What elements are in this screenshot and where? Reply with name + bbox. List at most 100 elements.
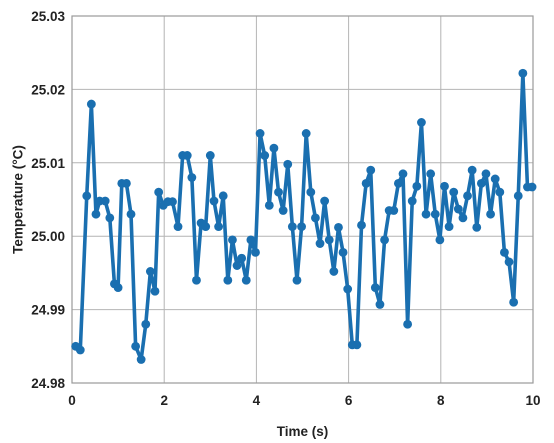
data-point (201, 222, 211, 232)
temperature-series-line (73, 71, 534, 362)
data-point (187, 173, 197, 182)
data-point (105, 213, 115, 223)
y-axis-ticks: 24.98 24.99 25.00 25.01 25.02 25.03 (31, 9, 65, 391)
data-point (324, 235, 334, 245)
data-point (486, 209, 495, 219)
x-tick-label: 6 (345, 393, 353, 408)
data-point (311, 213, 320, 223)
data-point (246, 235, 256, 245)
x-tick-label: 2 (160, 393, 168, 408)
data-point (287, 222, 297, 232)
data-point (518, 68, 528, 78)
y-tick-label: 24.98 (31, 376, 65, 391)
y-tick-label: 25.00 (31, 229, 65, 244)
data-point (251, 247, 260, 257)
data-point (75, 345, 85, 355)
data-point (205, 151, 215, 160)
data-point (440, 181, 449, 191)
data-point (264, 200, 274, 210)
x-tick-label: 10 (525, 393, 540, 408)
x-axis-title: Time (s) (277, 424, 329, 439)
data-point (136, 355, 146, 364)
data-point (320, 196, 330, 206)
data-point (168, 197, 177, 207)
data-point (113, 283, 123, 292)
data-point (283, 159, 293, 169)
plot-area-frame (71, 15, 534, 384)
data-point (228, 235, 237, 245)
data-point (430, 209, 440, 219)
data-point (154, 187, 164, 197)
data-point (338, 247, 348, 257)
data-point (260, 151, 270, 160)
data-point (269, 143, 279, 153)
temperature-series-markers (71, 68, 537, 364)
data-point (407, 196, 417, 206)
y-tick-label: 25.03 (31, 9, 65, 24)
data-point (490, 174, 500, 184)
data-point (334, 222, 343, 232)
data-point (237, 253, 247, 263)
data-point (214, 222, 224, 232)
data-point (357, 220, 366, 230)
data-point (481, 169, 491, 179)
data-point (504, 257, 514, 267)
data-point (141, 319, 151, 329)
data-point (241, 275, 251, 285)
data-point (278, 206, 288, 215)
data-point (417, 118, 426, 127)
x-tick-label: 4 (253, 393, 261, 408)
data-point (389, 206, 399, 215)
data-point (126, 209, 136, 219)
data-point (306, 187, 316, 197)
data-point (223, 275, 233, 285)
data-point (122, 178, 131, 188)
data-point (343, 284, 353, 294)
y-tick-label: 24.99 (31, 303, 65, 318)
y-tick-label: 25.01 (31, 156, 65, 171)
data-point (463, 191, 472, 201)
data-point (91, 209, 101, 219)
data-point (412, 181, 422, 191)
data-point (301, 129, 311, 138)
data-point (421, 209, 431, 219)
data-point (209, 196, 219, 206)
data-point (472, 222, 482, 232)
data-point (366, 165, 376, 175)
data-point (292, 275, 302, 285)
data-point (449, 187, 459, 197)
data-point (453, 204, 463, 214)
x-tick-label: 8 (437, 393, 445, 408)
data-point (361, 178, 371, 188)
data-point (380, 235, 389, 245)
data-point (145, 267, 155, 276)
data-point (467, 165, 477, 175)
data-point (370, 283, 380, 292)
y-tick-label: 25.02 (31, 82, 65, 97)
x-axis-ticks: 0 2 4 6 8 10 (68, 393, 540, 408)
data-point (173, 222, 183, 232)
data-point (403, 319, 413, 329)
data-point (527, 182, 537, 192)
data-point (435, 235, 445, 245)
data-point (182, 151, 192, 160)
data-point (426, 169, 436, 179)
data-point (255, 129, 265, 138)
data-point (495, 187, 505, 197)
data-point (82, 191, 92, 201)
data-point (274, 187, 283, 197)
data-point (192, 275, 201, 285)
data-point (513, 191, 523, 201)
x-tick-label: 0 (68, 393, 76, 408)
data-point (329, 267, 339, 276)
data-point (218, 191, 228, 201)
data-point (509, 297, 519, 307)
data-point (476, 178, 486, 188)
data-point (393, 178, 403, 188)
data-point (232, 261, 242, 270)
data-point (398, 169, 408, 179)
data-point (458, 213, 468, 223)
data-point (100, 196, 110, 206)
data-point (375, 300, 385, 309)
data-point (444, 222, 454, 232)
